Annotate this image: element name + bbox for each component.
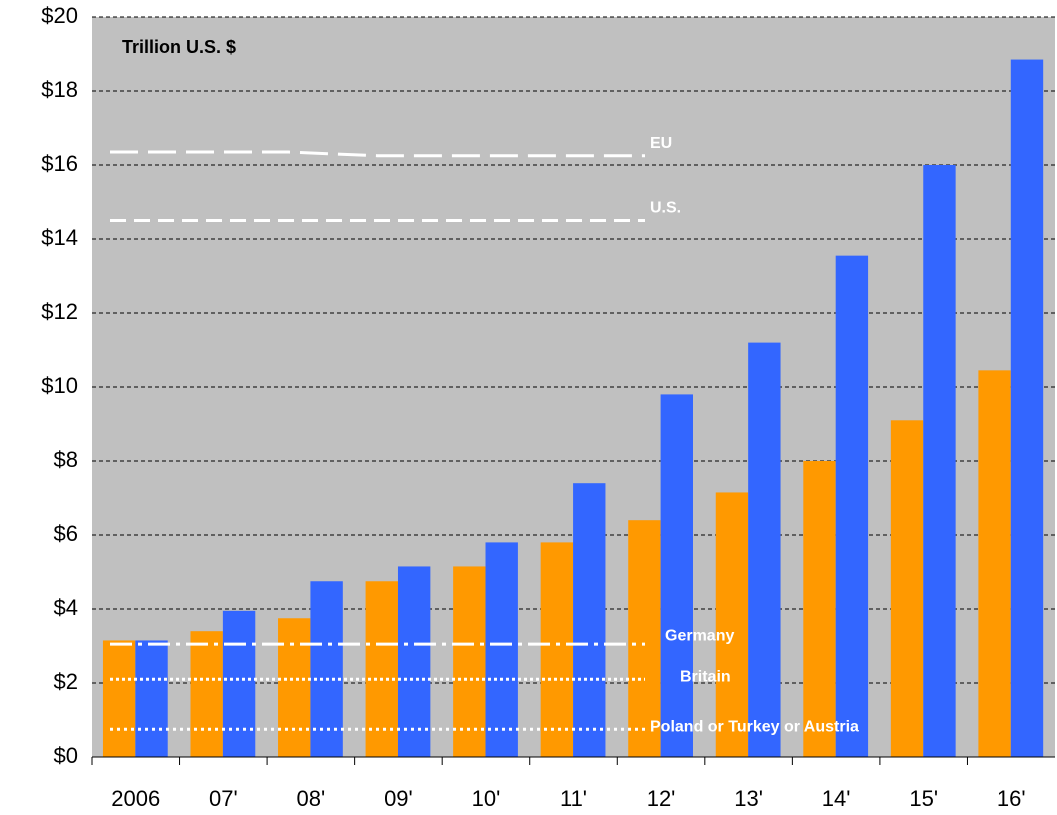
reference-label: Germany	[665, 627, 734, 644]
y-tick-label: $10	[41, 373, 78, 398]
y-tick-label: $0	[54, 743, 78, 768]
x-tick-label: 08'	[297, 786, 326, 811]
bar	[660, 394, 693, 757]
reference-label: Britain	[680, 669, 731, 686]
bar	[835, 255, 869, 757]
y-tick-label: $18	[41, 77, 78, 102]
y-tick-label: $20	[41, 3, 78, 28]
bar	[485, 542, 518, 757]
bar	[453, 566, 486, 757]
reference-label: EU	[650, 135, 672, 152]
bar	[978, 370, 1011, 757]
x-tick-label: 13'	[734, 786, 763, 811]
y-tick-label: $14	[41, 225, 78, 250]
bar	[890, 420, 924, 757]
reference-line	[110, 150, 645, 158]
reference-label: Poland or Turkey or Austria	[650, 718, 859, 735]
bar	[190, 631, 223, 757]
bar	[923, 165, 956, 757]
axis-label: Trillion U.S. $	[122, 37, 236, 57]
bar	[715, 492, 749, 757]
bar	[628, 520, 661, 757]
x-tick-label: 12'	[647, 786, 676, 811]
bar	[102, 640, 136, 757]
reference-label: U.S.	[650, 200, 681, 217]
y-tick-label: $4	[54, 595, 78, 620]
bar	[803, 461, 836, 757]
bar	[540, 542, 574, 757]
bar	[365, 581, 398, 757]
x-tick-label: 2006	[111, 786, 160, 811]
bar	[748, 342, 781, 757]
x-tick-label: 15'	[909, 786, 938, 811]
bar	[222, 610, 256, 757]
x-tick-label: 16'	[997, 786, 1026, 811]
x-tick-label: 11'	[560, 786, 587, 811]
bar	[573, 483, 606, 757]
x-tick-label: 09'	[384, 786, 413, 811]
y-tick-label: $16	[41, 151, 78, 176]
x-tick-label: 14'	[822, 786, 851, 811]
x-tick-label: 10'	[472, 786, 501, 811]
y-tick-label: $6	[54, 521, 78, 546]
bar	[278, 618, 311, 757]
bar	[310, 581, 343, 757]
bar	[397, 566, 431, 757]
y-tick-label: $12	[41, 299, 78, 324]
y-tick-label: $2	[54, 669, 78, 694]
bar	[135, 640, 168, 757]
bar	[1010, 59, 1044, 758]
y-tick-label: $8	[54, 447, 78, 472]
x-tick-label: 07'	[209, 786, 238, 811]
